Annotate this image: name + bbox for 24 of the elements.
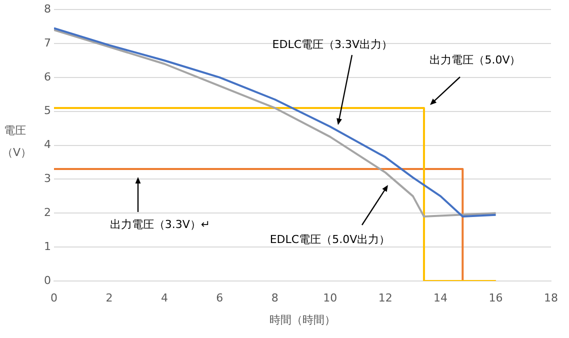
x-tick-label: 14 (434, 291, 448, 304)
y-tick-label: 6 (44, 70, 51, 84)
x-tick-label: 8 (271, 291, 278, 304)
annotation: 出力電圧（3.3V）↵ (110, 218, 210, 232)
annotation: 出力電圧（5.0V） (430, 53, 521, 66)
y-tick-label: 7 (44, 36, 51, 50)
x-tick-label: 18 (544, 291, 558, 304)
x-tick-label: 12 (378, 291, 392, 304)
y-axis-title: 電圧（V） (2, 123, 32, 161)
y-tick-label: 1 (44, 240, 51, 253)
x-tick-label: 10 (323, 291, 338, 304)
annotation: EDLC電圧（3.3V出力） (272, 38, 393, 51)
x-tick-label: 4 (160, 291, 168, 304)
x-tick-label: 16 (488, 291, 503, 304)
x-tick-label: 6 (216, 291, 224, 304)
y-tick-label: 3 (44, 172, 51, 186)
y-tick-label: 5 (44, 104, 51, 118)
y-tick-label: 8 (44, 2, 51, 16)
y-tick-label: 2 (44, 206, 51, 220)
x-tick-label: 2 (106, 291, 113, 304)
y-tick-label: 4 (44, 138, 51, 152)
x-axis-title: 時間（時間） (270, 313, 336, 326)
y-tick-label: 0 (44, 274, 51, 287)
annotation: EDLC電圧（5.0V出力） (270, 233, 390, 246)
